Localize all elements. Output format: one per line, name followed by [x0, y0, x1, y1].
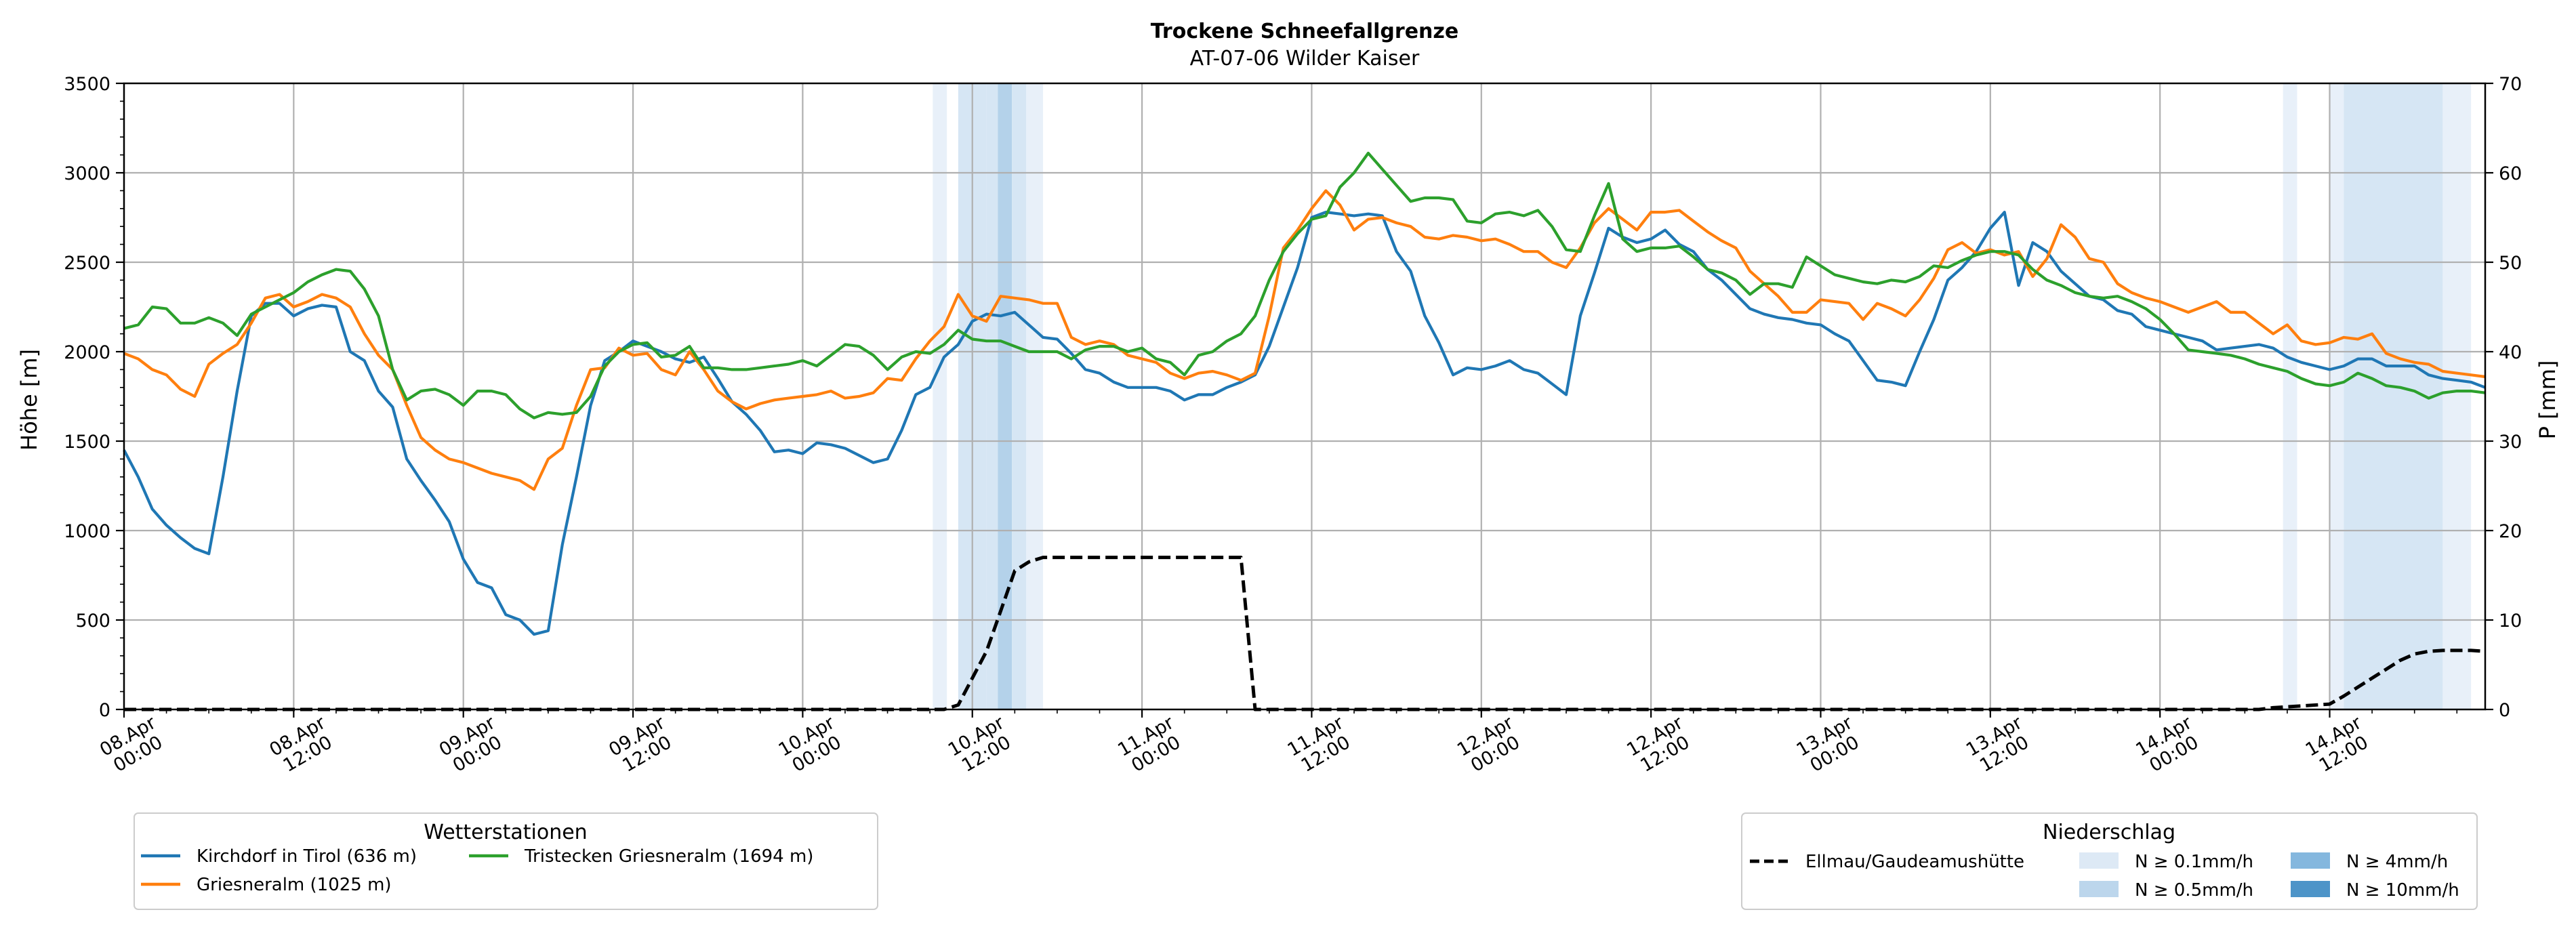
y2-tick-label-3: 30	[2499, 432, 2522, 453]
legend-title-stations: Wetterstationen	[424, 821, 587, 844]
plot-frame	[123, 82, 2487, 711]
legend-label-2: Tristecken Griesneralm (1694 m)	[524, 846, 813, 867]
y2-tick-label-7: 70	[2499, 74, 2522, 95]
precipitation-bands	[933, 83, 2472, 709]
legend-swatch-precip-2	[2079, 881, 2119, 897]
legend-swatch-precip-4	[2291, 881, 2330, 897]
series-line-2	[123, 151, 2486, 419]
legend-label-precip-1: N ≥ 0.1mm/h	[2135, 852, 2253, 872]
y2-tick-label-4: 40	[2499, 342, 2522, 363]
chart-title: Trockene Schneefallgrenze	[1151, 20, 1458, 43]
legend-label-0: Kirchdorf in Tirol (636 m)	[197, 846, 417, 867]
precip-band-7	[2329, 83, 2344, 709]
y-tick-label-1: 500	[75, 611, 110, 632]
grid	[124, 83, 2485, 709]
chart-subtitle: AT-07-06 Wilder Kaiser	[1190, 47, 1420, 70]
y-tick-label-6: 3000	[64, 163, 110, 184]
legends: Wetterstationen Kirchdorf in Tirol (636 m…	[134, 812, 2478, 910]
y-tick-label-5: 2500	[64, 253, 110, 274]
precip-band-3	[998, 83, 1013, 709]
series	[123, 151, 2486, 711]
y2-tick-label-6: 60	[2499, 163, 2522, 184]
legend-label-precip-2: N ≥ 0.5mm/h	[2135, 880, 2253, 901]
precip-band-4	[1012, 83, 1027, 709]
legend-box-stations	[134, 812, 878, 910]
precip-band-0	[933, 83, 947, 709]
legend-label-precip-3: N ≥ 4mm/h	[2346, 852, 2448, 872]
y2-tick-label-2: 20	[2499, 521, 2522, 542]
precip-band-5	[1026, 83, 1044, 709]
series-line-3	[124, 556, 2486, 711]
legend-title-precip: Niederschlag	[2043, 821, 2175, 844]
precip-band-6	[2283, 83, 2297, 709]
precip-band-9	[2442, 83, 2472, 709]
y-tick-label-3: 1500	[64, 432, 110, 453]
y-axis-label: Höhe [m]	[16, 349, 42, 451]
y-tick-label-2: 1000	[64, 521, 110, 542]
series-line-1	[123, 189, 2486, 491]
legend-swatch-precip-3	[2291, 852, 2330, 869]
series-line-0	[123, 211, 2486, 636]
y-tick-label-7: 3500	[64, 74, 110, 95]
legend-label-precip-4: N ≥ 10mm/h	[2346, 880, 2459, 901]
legend-label-precip-0: Ellmau/Gaudeamushütte	[1805, 852, 2024, 872]
y2-axis-label: P [mm]	[2535, 360, 2560, 440]
y-tick-label-4: 2000	[64, 342, 110, 363]
precip-band-2	[986, 83, 998, 709]
legend-swatch-precip-1	[2079, 852, 2119, 869]
y2-tick-label-1: 10	[2499, 611, 2522, 632]
y2-tick-label-0: 0	[2499, 700, 2510, 721]
legend-label-1: Griesneralm (1025 m)	[197, 875, 392, 895]
axes: 0 500 1000 1500 2000 2500 3000 3500 0 10 20 30 40 50 6…	[64, 74, 2522, 777]
y-tick-label-0: 0	[99, 700, 110, 721]
y2-tick-label-5: 50	[2499, 253, 2522, 274]
